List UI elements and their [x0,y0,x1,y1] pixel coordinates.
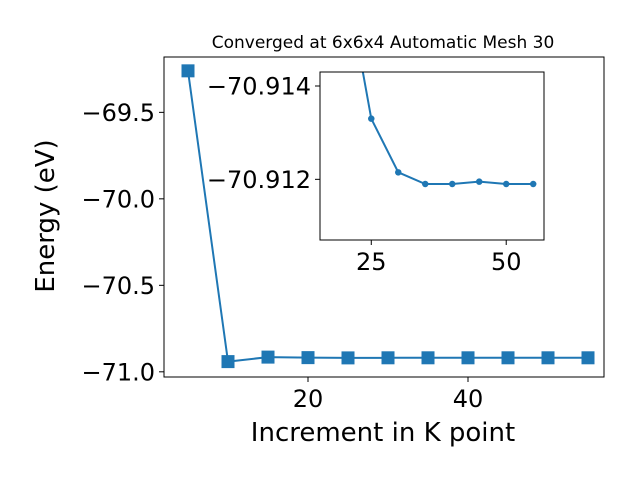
inset-data-point [502,180,510,188]
inset-data-point [529,180,537,188]
main-data-point [581,351,595,365]
main-data-point [541,351,555,365]
main-x-tick-label: 40 [453,385,484,413]
inset-y-tick-label: −70.914 [207,73,311,101]
inset-x-tick-label: 25 [356,248,387,276]
main-data-point [461,351,475,365]
main-data-point [381,351,395,365]
main-x-tick-label: 20 [293,385,324,413]
main-data-point [261,350,275,364]
chart-title: Converged at 6x6x4 Automatic Mesh 30 [212,33,555,53]
inset-data-point [475,178,483,185]
main-data-point [221,355,235,369]
main-data-point [341,351,355,365]
inset-x-tick-label: 50 [491,248,522,276]
inset-series-line [361,72,534,185]
inset-plot-area [320,72,544,240]
x-axis-label: Increment in K point [251,418,515,448]
main-axes-frame [163,56,605,378]
inset-data-point [395,169,402,176]
main-data-point [181,64,195,78]
main-y-tick-label: −69.5 [81,99,155,127]
inset-data-point [422,180,429,188]
inset-axes-frame [319,71,545,241]
inset-data-point [448,180,456,188]
inset-y-tick-label: −70.912 [207,166,311,194]
inset-data-point [368,115,375,122]
main-y-tick-label: −71.0 [81,358,155,386]
main-y-tick-label: −70.0 [81,185,155,213]
main-data-point [421,351,435,365]
main-data-point [501,351,515,365]
main-y-tick-label: −70.5 [81,272,155,300]
main-data-point [301,351,315,365]
inset-plot: 25 50 −70.914 −70.912 [207,71,545,276]
y-axis-label: Energy (eV) [31,139,61,292]
